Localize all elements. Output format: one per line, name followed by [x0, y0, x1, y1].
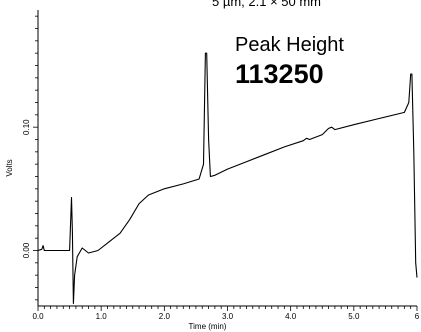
chromatogram-trace [37, 52, 418, 305]
peak-height-value: 113250 [235, 59, 324, 89]
x-tick-label: 1.0 [96, 312, 108, 321]
x-tick-label: 3.0 [222, 312, 234, 321]
x-tick-label: 5.0 [348, 312, 360, 321]
x-tick-label: 2.0 [159, 312, 171, 321]
peak-height-label: Peak Height [235, 34, 344, 56]
chart-title: 5 µm, 2.1 × 50 mm [212, 0, 322, 9]
x-tick-label: 0.0 [32, 312, 44, 321]
y-tick-label: 0.00 [22, 242, 31, 258]
x-tick-label: 4.0 [285, 312, 297, 321]
y-axis-title: Volts [5, 159, 14, 176]
y-tick-label: 0.10 [22, 119, 31, 135]
x-axis-title: Time (min) [189, 322, 227, 331]
x-tick-label: 6 [415, 312, 420, 321]
